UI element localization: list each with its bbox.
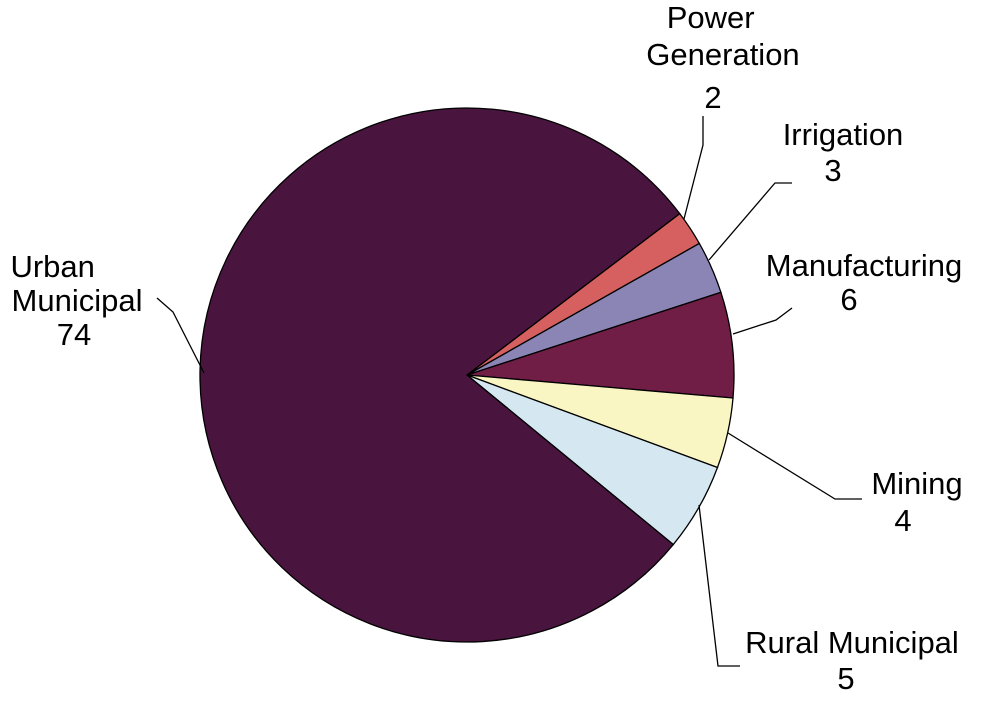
label-mining: Mining [871,466,962,501]
label-power-generation-line1: Power [667,0,755,35]
pie-slices [199,107,735,643]
value-power-generation: 2 [704,80,721,115]
value-irrigation: 3 [824,153,841,188]
slice-urban-municipal [199,107,681,643]
label-rural-municipal: Rural Municipal [745,625,959,660]
leader-urban-municipal [156,297,205,374]
leader-lines [156,116,862,667]
label-urban-municipal: Urban Municipal [10,249,142,318]
label-urban-municipal-line1: Urban [10,249,94,284]
leader-mining [727,432,862,500]
value-rural-municipal: 5 [837,661,854,696]
value-urban-municipal: 74 [57,317,91,352]
leader-power-generation [683,116,704,220]
value-manufacturing: 6 [840,282,857,317]
label-urban-municipal-line2: Municipal [12,283,143,318]
label-manufacturing: Manufacturing [766,248,962,283]
leader-rural-municipal [698,504,740,667]
label-irrigation: Irrigation [783,117,904,152]
value-mining: 4 [894,503,911,538]
leader-irrigation [708,182,792,261]
slice-labels: Power Generation 2 Irrigation 3 Manufact… [10,0,962,696]
label-power-generation-line2: Generation [646,37,799,72]
label-power-generation: Power Generation [646,0,799,72]
leader-manufacturing [732,307,793,335]
